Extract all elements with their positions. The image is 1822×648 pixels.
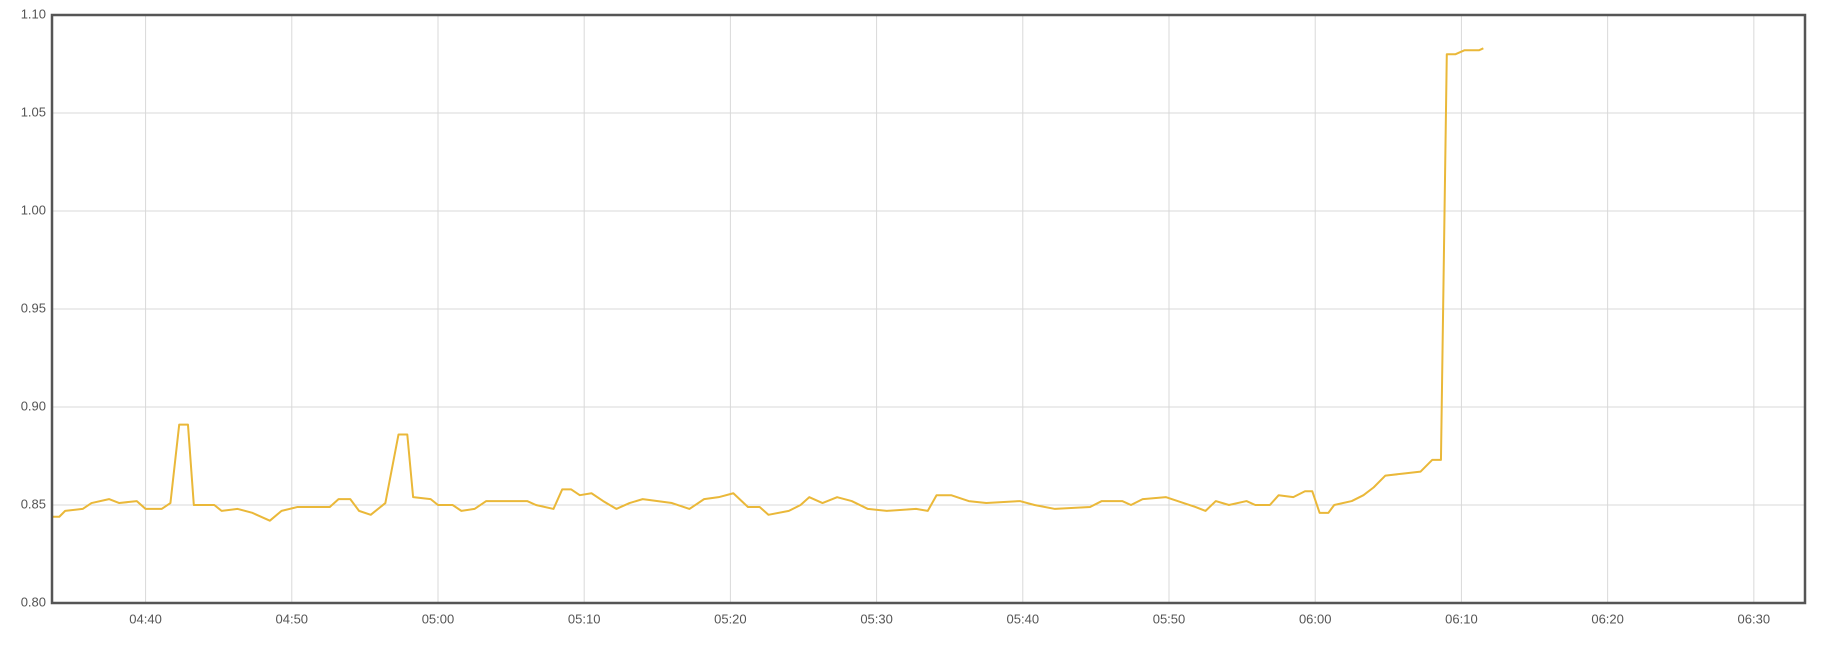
x-tick-label: 06:00 [1299,611,1332,626]
y-tick-label: 1.10 [21,6,46,21]
plot-frame [50,13,1807,605]
x-tick-label: 05:20 [714,611,747,626]
y-tick-label: 0.95 [21,300,46,315]
y-tick-label: 1.00 [21,202,46,217]
x-tick-label: 06:30 [1738,611,1771,626]
y-tick-label: 0.85 [21,496,46,511]
x-tick-label: 05:40 [1007,611,1040,626]
x-tick-label: 04:40 [129,611,162,626]
y-tick-label: 0.80 [21,594,46,609]
x-tick-label: 05:00 [422,611,455,626]
data-line [52,47,1484,522]
y-tick-label: 1.05 [21,104,46,119]
x-tick-label: 05:50 [1153,611,1186,626]
x-tick-label: 06:20 [1591,611,1624,626]
x-tick-label: 05:10 [568,611,601,626]
x-tick-label: 05:30 [860,611,893,626]
x-tick-label: 04:50 [276,611,309,626]
x-tick-label: 06:10 [1445,611,1478,626]
y-tick-label: 0.90 [21,398,46,413]
